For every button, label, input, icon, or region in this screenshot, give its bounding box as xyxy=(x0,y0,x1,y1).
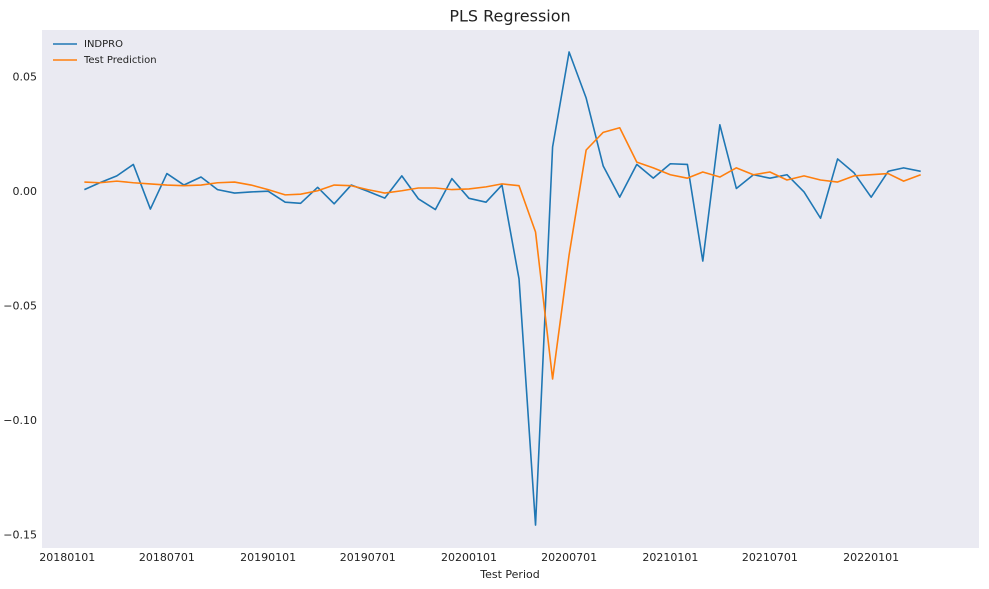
chart-title: PLS Regression xyxy=(449,7,570,26)
x-tick-label: 20200701 xyxy=(541,551,597,564)
x-tick-label: 20180701 xyxy=(139,551,195,564)
line-series xyxy=(84,51,921,526)
x-tick-label: 20200101 xyxy=(441,551,497,564)
x-tick-label: 20190101 xyxy=(240,551,296,564)
y-tick-label: −0.15 xyxy=(3,528,37,541)
line-series xyxy=(84,126,921,380)
x-tick-label: 20180101 xyxy=(39,551,95,564)
x-tick-label: 20220101 xyxy=(843,551,899,564)
y-tick-label: 0.00 xyxy=(13,185,38,198)
x-tick-label: 20210101 xyxy=(642,551,698,564)
legend-label: Test Prediction xyxy=(83,55,157,66)
x-tick-label: 20210701 xyxy=(742,551,798,564)
x-tick-label: 20190701 xyxy=(340,551,396,564)
legend-label: INDPRO xyxy=(84,39,123,50)
y-tick-label: −0.05 xyxy=(3,299,37,312)
plot-area xyxy=(42,30,979,548)
y-tick-label: 0.05 xyxy=(13,70,38,83)
y-tick-label: −0.10 xyxy=(3,414,37,427)
x-axis-label: Test Period xyxy=(479,568,539,581)
